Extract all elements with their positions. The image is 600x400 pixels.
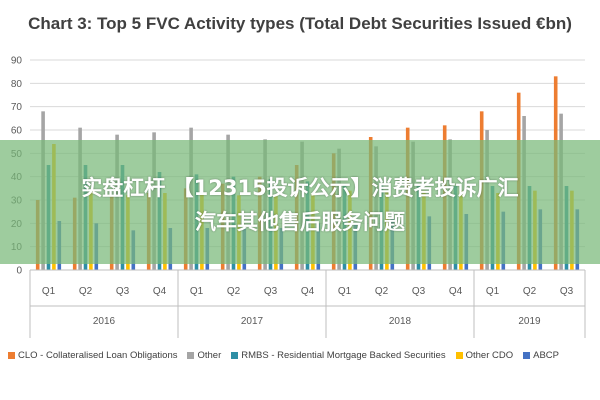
x-tick-label: Q2 — [79, 286, 93, 297]
year-label: 2018 — [389, 316, 412, 327]
watermark-text-line2: 汽车其他售后服务问题 — [195, 210, 405, 234]
y-tick-label: 70 — [11, 102, 23, 113]
legend-item: ABCP — [523, 350, 559, 361]
legend-swatch — [8, 352, 15, 359]
legend-item: CLO - Collateralised Loan Obligations — [8, 350, 177, 361]
x-tick-label: Q2 — [227, 286, 241, 297]
x-tick-label: Q1 — [190, 286, 204, 297]
x-tick-label: Q3 — [116, 286, 130, 297]
x-axis-ticks: Q1 Q2 Q3 Q4 Q1 Q2 Q3 Q4 Q1 Q2 Q3 Q4 Q1 Q2 Q3 — [30, 269, 585, 297]
year-label: 2016 — [93, 316, 116, 327]
y-tick-label: 0 — [16, 266, 22, 277]
legend-label: CLO - Collateralised Loan Obligations — [18, 350, 178, 361]
year-label: 2019 — [518, 316, 541, 327]
y-tick-label: 90 — [11, 56, 23, 67]
legend-item: RMBS - Residential Mortgage Backed Secur… — [231, 350, 446, 361]
legend-swatch — [187, 352, 195, 359]
year-groups: 2016 2017 2018 2019 — [29, 270, 586, 338]
x-tick-label: Q2 — [523, 286, 537, 297]
legend: CLO - Collateralised Loan Obligations Oth… — [8, 350, 598, 361]
y-tick-label: 80 — [11, 79, 23, 90]
legend-label: RMBS - Residential Mortgage Backed Secur… — [241, 350, 446, 361]
watermark-banner — [0, 140, 600, 264]
x-tick-label: Q1 — [42, 286, 56, 297]
x-tick-label: Q3 — [412, 286, 426, 297]
x-tick-label: Q1 — [338, 286, 352, 297]
legend-label: Other CDO — [465, 350, 514, 361]
x-tick-label: Q4 — [449, 286, 463, 297]
x-tick-label: Q3 — [264, 286, 278, 297]
x-tick-label: Q1 — [486, 286, 500, 297]
legend-swatch — [523, 352, 531, 359]
watermark-text-line1: 实盘杠杆 【12315投诉公示】消费者投诉广汇 — [81, 176, 519, 200]
legend-swatch — [231, 352, 239, 359]
x-tick-label: Q3 — [560, 286, 574, 297]
year-label: 2017 — [241, 316, 264, 327]
legend-item: Other — [187, 350, 221, 361]
x-tick-label: Q4 — [153, 286, 167, 297]
x-tick-label: Q4 — [301, 286, 315, 297]
legend-item: Other CDO — [455, 350, 514, 361]
y-tick-label: 60 — [11, 126, 23, 137]
chart-title: Chart 3: Top 5 FVC Activity types (Total… — [28, 14, 572, 33]
legend-swatch — [455, 352, 463, 359]
legend-label: Other — [197, 350, 222, 361]
x-tick-label: Q2 — [375, 286, 389, 297]
legend-label: ABCP — [533, 350, 559, 361]
